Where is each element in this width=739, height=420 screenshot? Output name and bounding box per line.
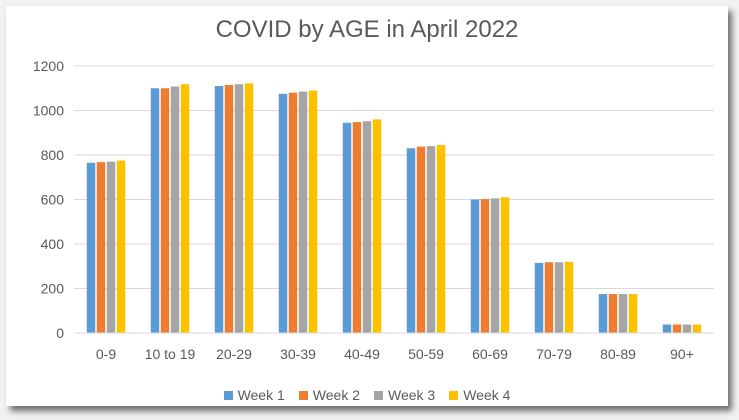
bar (308, 90, 318, 333)
bar (406, 148, 416, 333)
bar (618, 294, 628, 333)
x-tick-label: 80-89 (600, 346, 636, 362)
bar (470, 199, 480, 333)
y-tick-label: 400 (41, 236, 65, 252)
legend-swatch (449, 390, 459, 400)
bar (96, 162, 106, 333)
y-tick-label: 1200 (33, 58, 64, 74)
bar (150, 88, 160, 333)
legend-item: Week 4 (449, 387, 510, 403)
bar (362, 121, 372, 334)
bar (180, 84, 190, 334)
bar (224, 84, 234, 333)
bar (342, 122, 352, 333)
legend-label: Week 3 (388, 387, 436, 403)
y-tick-label: 600 (41, 192, 65, 208)
legend-item: Week 2 (298, 387, 360, 403)
bar (372, 119, 382, 334)
bar (534, 262, 544, 333)
legend-item: Week 1 (223, 387, 285, 403)
bar (608, 294, 618, 333)
x-tick-label: 40-49 (344, 346, 380, 362)
bar (490, 198, 500, 333)
x-tick-label: 90+ (670, 346, 694, 362)
bar (106, 161, 116, 333)
bar (288, 92, 298, 333)
bar (298, 91, 308, 334)
chart-legend: Week 1 Week 2 Week 3 Week 4 (6, 387, 728, 403)
bar (554, 262, 564, 333)
chart-card: COVID by AGE in April 2022 0 200 400 600 800… (6, 6, 728, 406)
x-tick-label: 20-29 (216, 346, 252, 362)
legend-item: Week 3 (374, 387, 435, 403)
legend-swatch (298, 390, 308, 400)
y-tick-label: 200 (41, 281, 65, 297)
x-tick-label: 60-69 (472, 346, 508, 362)
bar (426, 146, 436, 333)
bar (170, 86, 180, 333)
legend-swatch (223, 390, 233, 400)
x-tick-label: 30-39 (280, 346, 316, 362)
bar (352, 122, 362, 333)
legend-label: Week 1 (237, 387, 285, 403)
y-tick-label: 0 (56, 325, 64, 341)
bar (278, 93, 288, 333)
bar (116, 160, 126, 333)
legend-label: Week 4 (463, 387, 511, 403)
bar (500, 197, 510, 333)
bar (564, 261, 574, 333)
legend-label: Week 2 (312, 387, 360, 403)
bar (598, 294, 608, 333)
bar-chart: 0 200 400 600 800 1000 1200 0-9 10 to 19 20-29 30-… (33, 58, 714, 362)
bar (682, 324, 692, 333)
bar (86, 162, 96, 333)
legend-swatch (374, 390, 383, 400)
x-tick-label: 70-79 (536, 346, 572, 362)
bar (416, 146, 426, 333)
bar (628, 294, 638, 333)
x-tick-label: 10 to 19 (145, 346, 196, 362)
bar (244, 83, 254, 333)
bar (544, 262, 554, 333)
x-tick-label: 50-59 (408, 346, 444, 362)
bar (160, 88, 170, 333)
y-tick-label: 1000 (33, 103, 64, 119)
chart-title: COVID by AGE in April 2022 (215, 16, 519, 43)
bar (214, 86, 224, 334)
bar (672, 324, 682, 333)
x-tick-label: 0-9 (96, 346, 116, 362)
bar (234, 84, 244, 334)
bar (692, 324, 702, 333)
bar (480, 199, 490, 333)
bar (662, 324, 672, 333)
y-tick-label: 800 (41, 147, 65, 163)
bar (436, 144, 446, 333)
